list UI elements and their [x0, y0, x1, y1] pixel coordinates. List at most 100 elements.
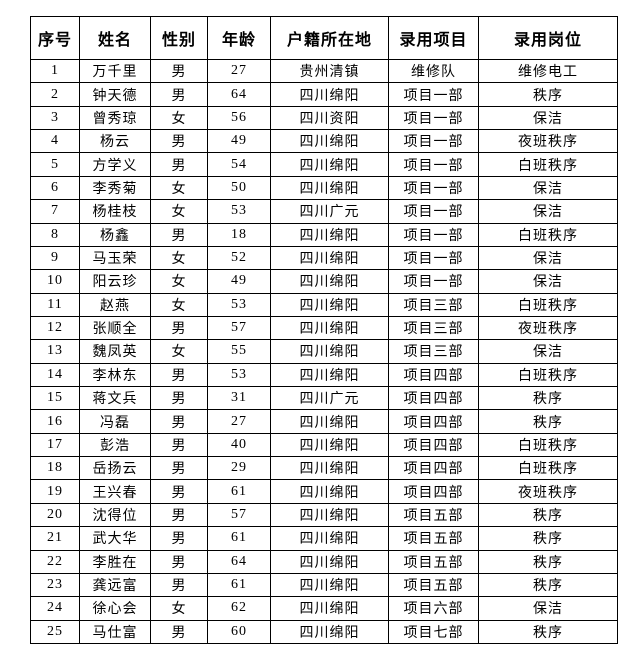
- table-row: 10 阳云珍女 49 四川绵阳 项目一部 保洁: [30, 269, 618, 294]
- cell-age: 31: [207, 386, 271, 411]
- table-row: 9 马玉荣女 52 四川绵阳 项目一部 保洁: [30, 245, 618, 271]
- cell-name: 李胜在: [79, 549, 151, 574]
- cell-gender: 男: [150, 409, 208, 434]
- cell-name: 冯磊: [79, 409, 151, 434]
- cell-gender: 女: [150, 175, 208, 201]
- cell-hometown: 四川绵阳: [270, 245, 389, 271]
- cell-age: 50: [207, 175, 271, 201]
- cell-hometown: 四川绵阳: [270, 572, 389, 598]
- cell-position: 白班秩序: [478, 432, 618, 458]
- cell-project: 项目一部: [388, 152, 479, 177]
- cell-hometown: 四川广元: [270, 199, 389, 224]
- cell-position: 秩序: [478, 409, 618, 434]
- cell-position: 保洁: [478, 105, 618, 131]
- table-row: 2 钟天德男 64 四川绵阳 项目一部 秩序: [30, 82, 618, 107]
- cell-name: 龚远富: [79, 572, 151, 598]
- cell-position: 保洁: [478, 339, 618, 364]
- cell-gender: 男: [150, 362, 208, 388]
- cell-position: 秩序: [478, 82, 618, 107]
- cell-hometown: 四川绵阳: [270, 269, 389, 294]
- table-row: 11 赵燕女 53 四川绵阳 项目三部 白班秩序: [30, 292, 618, 317]
- cell-hometown: 贵州清镇: [270, 58, 389, 84]
- cell-project: 项目七部: [388, 619, 479, 645]
- cell-hometown: 四川绵阳: [270, 479, 389, 504]
- cell-project: 项目四部: [388, 456, 479, 481]
- cell-index: 2: [30, 82, 80, 107]
- cell-index: 23: [30, 572, 80, 598]
- cell-name: 钟天德: [79, 82, 151, 107]
- cell-hometown: 四川绵阳: [270, 502, 389, 528]
- cell-position: 秩序: [478, 386, 618, 411]
- cell-hometown: 四川广元: [270, 386, 389, 411]
- cell-age: 49: [207, 129, 271, 154]
- cell-name: 徐心会: [79, 596, 151, 621]
- cell-name: 杨云: [79, 129, 151, 154]
- cell-hometown: 四川绵阳: [270, 432, 389, 458]
- cell-index: 17: [30, 432, 80, 458]
- cell-hometown: 四川绵阳: [270, 596, 389, 621]
- table-row: 16 冯磊男 27 四川绵阳 项目四部 秩序: [30, 409, 618, 434]
- cell-position: 秩序: [478, 549, 618, 574]
- cell-position: 秩序: [478, 526, 618, 551]
- cell-age: 40: [207, 432, 271, 458]
- cell-position: 夜班秩序: [478, 315, 618, 341]
- cell-gender: 男: [150, 129, 208, 154]
- cell-name: 方学义: [79, 152, 151, 177]
- header-index: 序号: [30, 16, 80, 60]
- cell-gender: 男: [150, 549, 208, 574]
- cell-hometown: 四川绵阳: [270, 619, 389, 645]
- cell-name: 沈得位: [79, 502, 151, 528]
- cell-hometown: 四川绵阳: [270, 339, 389, 364]
- cell-index: 11: [30, 292, 80, 317]
- table-row: 6 李秀菊女 50 四川绵阳 项目一部 保洁: [30, 175, 618, 201]
- cell-hometown: 四川绵阳: [270, 222, 389, 247]
- cell-project: 项目一部: [388, 129, 479, 154]
- cell-age: 54: [207, 152, 271, 177]
- cell-age: 29: [207, 456, 271, 481]
- cell-index: 13: [30, 339, 80, 364]
- cell-name: 张顺全: [79, 315, 151, 341]
- cell-index: 8: [30, 222, 80, 247]
- cell-gender: 男: [150, 315, 208, 341]
- personnel-table: 序号 姓名 性别 年龄 户籍所在地 录用项目 录用岗位 1 万千里男 27 贵州清镇维…: [30, 16, 618, 645]
- cell-position: 夜班秩序: [478, 479, 618, 504]
- table-row: 13 魏凤英女 55 四川绵阳 项目三部 保洁: [30, 339, 618, 364]
- cell-hometown: 四川绵阳: [270, 456, 389, 481]
- cell-gender: 男: [150, 152, 208, 177]
- cell-gender: 男: [150, 619, 208, 645]
- cell-name: 蒋文兵: [79, 386, 151, 411]
- cell-name: 杨鑫: [79, 222, 151, 247]
- cell-age: 49: [207, 269, 271, 294]
- table-row: 14 李林东男 53 四川绵阳 项目四部 白班秩序: [30, 362, 618, 388]
- cell-position: 秩序: [478, 572, 618, 598]
- header-name: 姓名: [79, 16, 151, 60]
- table-row: 25 马仕富男 60 四川绵阳 项目七部 秩序: [30, 619, 618, 645]
- cell-index: 6: [30, 175, 80, 201]
- cell-gender: 女: [150, 339, 208, 364]
- table-row: 20 沈得位男 57 四川绵阳 项目五部 秩序: [30, 502, 618, 528]
- table-row: 15 蒋文兵男 31 四川广元 项目四部 秩序: [30, 386, 618, 411]
- cell-index: 24: [30, 596, 80, 621]
- cell-index: 20: [30, 502, 80, 528]
- table-row: 17 彭浩男 40 四川绵阳 项目四部 白班秩序: [30, 432, 618, 458]
- table-row: 4 杨云男 49 四川绵阳 项目一部 夜班秩序: [30, 129, 618, 154]
- cell-index: 22: [30, 549, 80, 574]
- table-row: 12 张顺全男 57 四川绵阳 项目三部 夜班秩序: [30, 315, 618, 341]
- cell-index: 3: [30, 105, 80, 131]
- cell-hometown: 四川绵阳: [270, 152, 389, 177]
- cell-project: 项目四部: [388, 362, 479, 388]
- cell-hometown: 四川绵阳: [270, 315, 389, 341]
- table-row: 21 武大华男 61 四川绵阳 项目五部 秩序: [30, 526, 618, 551]
- cell-gender: 男: [150, 222, 208, 247]
- cell-index: 21: [30, 526, 80, 551]
- cell-name: 赵燕: [79, 292, 151, 317]
- header-gender: 性别: [150, 16, 208, 60]
- table-row: 19 王兴春男 61 四川绵阳 项目四部 夜班秩序: [30, 479, 618, 504]
- cell-age: 61: [207, 526, 271, 551]
- cell-name: 阳云珍: [79, 269, 151, 294]
- cell-index: 18: [30, 456, 80, 481]
- cell-gender: 男: [150, 386, 208, 411]
- cell-project: 维修队: [388, 58, 479, 84]
- cell-age: 53: [207, 362, 271, 388]
